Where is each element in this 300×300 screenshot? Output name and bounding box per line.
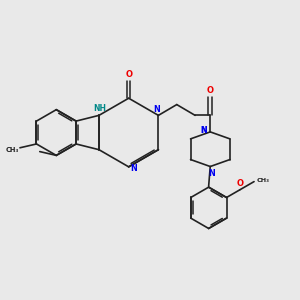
Text: CH₃: CH₃ — [256, 178, 269, 184]
Text: N: N — [200, 126, 207, 135]
Text: O: O — [236, 179, 243, 188]
Text: N: N — [153, 106, 160, 115]
Text: NH: NH — [93, 104, 106, 113]
Text: CH₃: CH₃ — [5, 147, 19, 153]
Text: N: N — [200, 126, 207, 135]
Text: O: O — [125, 70, 132, 79]
Text: N: N — [208, 169, 215, 178]
Text: N: N — [131, 164, 137, 173]
Text: O: O — [207, 86, 214, 95]
